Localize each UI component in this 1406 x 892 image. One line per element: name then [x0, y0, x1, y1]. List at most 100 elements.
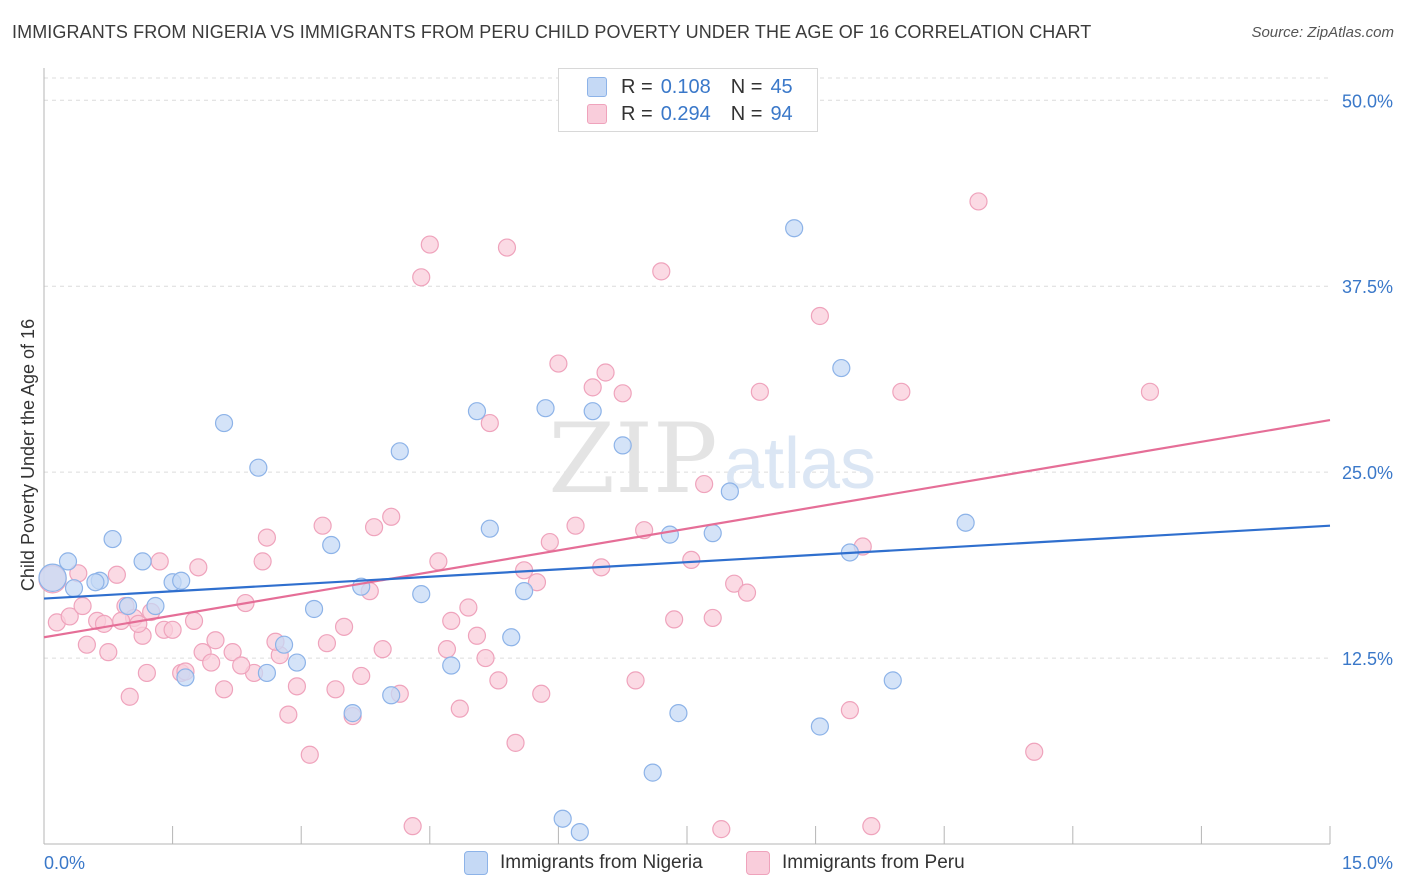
nigeria-point-44	[86, 573, 105, 592]
peru-point-34	[313, 516, 332, 535]
peru-points	[38, 192, 1160, 839]
r-value: 0.294	[660, 102, 711, 125]
legend-label-nigeria: Immigrants from Nigeria	[500, 852, 703, 873]
peru-swatch	[746, 851, 770, 875]
nigeria-point-10	[214, 413, 234, 433]
peru-point-71	[712, 820, 731, 839]
peru-point-84	[232, 656, 251, 675]
peru-point-48	[450, 699, 469, 718]
peru-point-17	[163, 620, 182, 639]
nigeria-point-13	[274, 635, 294, 654]
peru-point-78	[862, 817, 881, 836]
peru-trend-line	[43, 419, 1331, 639]
y-tick-label: 50.0%	[1342, 91, 1393, 111]
peru-point-6	[94, 614, 114, 633]
nigeria-point-2	[64, 579, 84, 598]
nigeria-point-5	[118, 596, 138, 616]
peru-point-74	[750, 382, 769, 401]
legend-row-peru: R = 0.294 N = 94	[587, 101, 793, 127]
peru-point-38	[352, 666, 371, 686]
grid-lines	[44, 77, 1330, 659]
axes	[43, 68, 1331, 845]
nigeria-point-9	[176, 668, 195, 687]
peru-point-23	[206, 631, 225, 650]
peru-point-33	[300, 745, 319, 764]
legend-item-nigeria: Immigrants from Nigeria	[464, 851, 703, 875]
peru-point-72	[725, 574, 744, 593]
watermark-atlas: atlas	[724, 424, 876, 504]
nigeria-points	[38, 219, 975, 842]
peru-point-85	[189, 558, 208, 577]
peru-point-7	[99, 643, 118, 662]
peru-point-53	[497, 238, 517, 257]
nigeria-point-32	[643, 763, 662, 782]
nigeria-point-16	[322, 535, 341, 555]
peru-point-44	[412, 268, 431, 287]
peru-point-31	[279, 705, 298, 724]
nigeria-point-8	[172, 571, 191, 590]
nigeria-swatch	[464, 851, 488, 875]
n-label: N =	[730, 75, 763, 98]
nigeria-point-31	[613, 436, 632, 455]
peru-point-80	[969, 192, 988, 211]
peru-point-45	[420, 235, 439, 254]
y-axis-label: Child Poverty Under the Age of 16	[18, 319, 38, 591]
nigeria-point-28	[553, 809, 572, 828]
peru-point-75	[810, 306, 829, 326]
nigeria-point-30	[583, 402, 602, 421]
peru-point-60	[566, 516, 585, 535]
peru-point-43	[403, 817, 422, 836]
nigeria-point-11	[249, 458, 268, 477]
nigeria-point-37	[785, 219, 804, 238]
nigeria-point-33	[660, 525, 679, 544]
peru-point-22	[202, 653, 221, 672]
source-label: Source: ZipAtlas.com	[1251, 24, 1394, 41]
peru-point-61	[583, 378, 602, 397]
chart-title: IMMIGRANTS FROM NIGERIA VS IMMIGRANTS FR…	[12, 22, 1092, 42]
peru-point-50	[467, 626, 487, 645]
y-tick-label: 25.0%	[1342, 463, 1393, 483]
peru-point-25	[223, 643, 242, 662]
n-value: 45	[770, 75, 793, 98]
peru-point-87	[317, 634, 337, 653]
peru-point-58	[540, 532, 559, 552]
y-tick-label: 37.5%	[1342, 277, 1393, 297]
peru-point-62	[596, 363, 615, 382]
nigeria-point-38	[810, 717, 829, 736]
peru-point-73	[737, 583, 757, 602]
peru-point-51	[480, 413, 499, 433]
peru-point-67	[665, 610, 684, 629]
peru-point-32	[287, 677, 307, 696]
peru-point-82	[1140, 382, 1160, 401]
peru-point-49	[459, 598, 478, 617]
nigeria-point-17	[343, 704, 362, 723]
x-tick-label: 0.0%	[44, 853, 85, 873]
y-tick-label: 12.5%	[1342, 649, 1393, 669]
peru-point-46	[429, 552, 448, 571]
r-value: 0.108	[660, 75, 711, 98]
peru-point-52	[489, 671, 508, 690]
peru-point-2	[60, 607, 79, 626]
peru-point-89	[476, 648, 495, 668]
nigeria-point-14	[287, 653, 307, 672]
peru-point-39	[364, 518, 384, 537]
peru-point-79	[892, 382, 911, 401]
peru-point-76	[840, 701, 859, 720]
legend-item-peru: Immigrants from Peru	[746, 851, 965, 875]
x-tick-label: 15.0%	[1342, 853, 1393, 873]
nigeria-point-15	[304, 599, 324, 619]
peru-point-10	[120, 687, 139, 706]
peru-point-66	[652, 262, 671, 281]
peru-point-35	[326, 680, 345, 699]
nigeria-point-23	[467, 402, 487, 421]
n-value: 94	[770, 102, 793, 125]
nigeria-point-36	[720, 482, 739, 501]
n-label: N =	[730, 102, 763, 125]
nigeria-point-21	[412, 585, 431, 604]
peru-point-92	[129, 614, 148, 633]
peru-point-88	[442, 611, 461, 630]
tick-labels: 12.5% 25.0% 37.5% 50.0% 0.0% 15.0%	[44, 91, 1393, 873]
nigeria-point-12	[257, 663, 277, 683]
peru-point-64	[626, 671, 645, 690]
